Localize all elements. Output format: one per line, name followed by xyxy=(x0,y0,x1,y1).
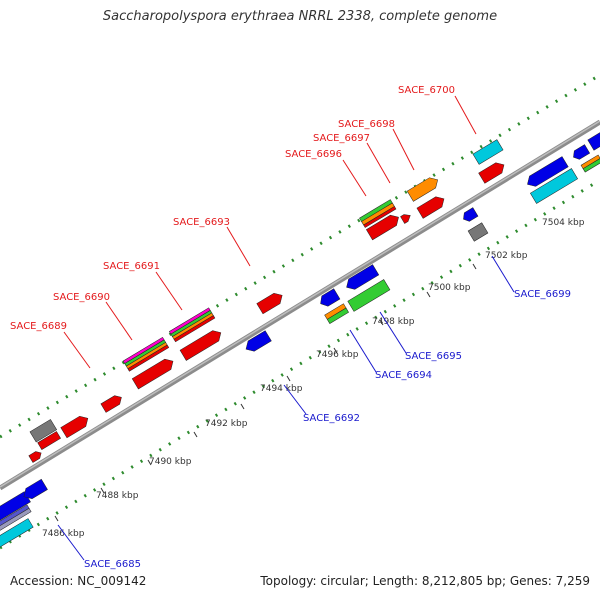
gene-stripe[interactable] xyxy=(582,158,600,173)
tick-label-7504: 7504 kbp xyxy=(542,218,585,228)
leader-line xyxy=(155,271,183,311)
tick-mark xyxy=(147,459,152,466)
map-title: Saccharopolyspora erythraea NRRL 2338, c… xyxy=(102,9,498,24)
genome-backbone-highlight xyxy=(0,120,600,488)
plus-leader-lines xyxy=(63,95,477,369)
plus-gene-labels: SACE_6689 SACE_6690 SACE_6691 SACE_6693 … xyxy=(10,85,455,332)
gene-arrow[interactable] xyxy=(524,156,569,190)
tick-label-7500: 7500 kbp xyxy=(428,283,471,293)
gene-arrow[interactable] xyxy=(100,393,124,413)
gene-arrow[interactable] xyxy=(21,478,48,502)
genome-summary: Topology: circular; Length: 8,212,805 bp… xyxy=(260,574,590,588)
gene-label-sace-6685[interactable]: SACE_6685 xyxy=(84,559,141,570)
plus-strand-genes xyxy=(28,139,507,463)
tick-mark xyxy=(426,291,431,298)
tick-label-7490: 7490 kbp xyxy=(149,457,192,467)
leader-line xyxy=(226,226,251,267)
minus-strand-genes xyxy=(0,131,600,551)
gene-box[interactable] xyxy=(0,518,34,551)
tick-mark xyxy=(472,263,477,270)
leader-line xyxy=(283,384,307,415)
gene-label-sace-6691[interactable]: SACE_6691 xyxy=(103,261,160,272)
accession-label: Accession: NC_009142 xyxy=(10,574,147,588)
tick-label-7494: 7494 kbp xyxy=(260,384,303,394)
gene-arrow[interactable] xyxy=(60,413,91,439)
leader-line xyxy=(105,301,133,341)
gene-arrow[interactable] xyxy=(29,419,58,443)
tick-label-7486: 7486 kbp xyxy=(42,529,85,539)
gene-stripe[interactable] xyxy=(173,315,216,343)
minus-leader-lines xyxy=(57,255,515,561)
leader-line xyxy=(63,331,91,369)
gene-label-sace-6695[interactable]: SACE_6695 xyxy=(405,351,462,362)
gene-label-sace-6700[interactable]: SACE_6700 xyxy=(398,85,455,96)
gene-arrow[interactable] xyxy=(37,431,61,450)
gene-stripe[interactable] xyxy=(0,507,32,535)
tick-mark xyxy=(379,319,384,326)
gene-arrow[interactable] xyxy=(256,290,285,315)
leader-line xyxy=(491,255,515,293)
gene-arrow[interactable] xyxy=(179,328,224,361)
gene-arrow[interactable] xyxy=(571,144,591,162)
gene-stripe[interactable] xyxy=(363,206,397,228)
dotted-tracks xyxy=(0,73,600,550)
leader-line xyxy=(366,142,391,184)
gene-arrow[interactable] xyxy=(28,449,43,463)
gene-arrow[interactable] xyxy=(478,160,507,184)
gene-box[interactable] xyxy=(472,139,504,165)
gene-label-sace-6698[interactable]: SACE_6698 xyxy=(338,119,395,130)
gene-label-sace-6699[interactable]: SACE_6699 xyxy=(514,289,571,300)
gene-label-sace-6689[interactable]: SACE_6689 xyxy=(10,321,67,332)
gene-stripe[interactable] xyxy=(326,307,349,324)
minus-gene-labels: SACE_6685 SACE_6692 SACE_6694 SACE_6695 … xyxy=(84,289,571,570)
tick-label-7496: 7496 kbp xyxy=(316,350,359,360)
gene-box[interactable] xyxy=(467,222,489,242)
gene-label-sace-6696[interactable]: SACE_6696 xyxy=(285,149,342,160)
tick-mark xyxy=(54,515,59,522)
leader-line xyxy=(392,128,415,171)
gene-box[interactable] xyxy=(587,131,600,151)
leader-line xyxy=(379,311,407,354)
gene-box[interactable] xyxy=(529,168,579,204)
gene-arrow[interactable] xyxy=(416,194,447,219)
gene-label-sace-6697[interactable]: SACE_6697 xyxy=(313,133,370,144)
leader-line xyxy=(57,524,85,561)
kbp-tick-labels: 7486 kbp 7488 kbp 7490 kbp 7492 kbp 7494… xyxy=(42,218,585,539)
gene-stripe[interactable] xyxy=(127,344,170,372)
tick-label-7492: 7492 kbp xyxy=(205,419,248,429)
gene-arrow[interactable] xyxy=(400,212,413,224)
kbp-tick-marks xyxy=(54,263,477,522)
tick-label-7502: 7502 kbp xyxy=(485,251,528,261)
tick-mark xyxy=(100,487,105,494)
tick-label-7498: 7498 kbp xyxy=(372,317,415,327)
gene-arrow[interactable] xyxy=(461,207,479,224)
gene-arrow[interactable] xyxy=(131,356,176,390)
genome-backbone xyxy=(0,119,600,491)
tick-mark xyxy=(286,375,291,382)
gene-arrow[interactable] xyxy=(243,330,272,355)
inner-dotted-track xyxy=(0,178,600,550)
outer-dotted-track xyxy=(0,73,600,439)
gene-label-sace-6693[interactable]: SACE_6693 xyxy=(173,217,230,228)
tick-mark xyxy=(193,431,198,438)
gene-arrow[interactable] xyxy=(0,491,31,521)
gene-label-sace-6694[interactable]: SACE_6694 xyxy=(375,370,432,381)
gene-arrow[interactable] xyxy=(317,288,341,309)
tick-mark xyxy=(240,403,245,410)
gene-box[interactable] xyxy=(347,279,391,312)
gene-label-sace-6692[interactable]: SACE_6692 xyxy=(303,413,360,424)
leader-line xyxy=(349,329,377,373)
leader-line xyxy=(342,159,367,197)
gene-arrow[interactable] xyxy=(365,212,401,241)
leader-line xyxy=(454,95,477,135)
tick-label-7488: 7488 kbp xyxy=(96,491,139,501)
tick-mark xyxy=(333,347,338,354)
gene-arrow[interactable] xyxy=(406,175,441,202)
gene-arrow[interactable] xyxy=(343,264,380,293)
gene-label-sace-6690[interactable]: SACE_6690 xyxy=(53,292,110,303)
